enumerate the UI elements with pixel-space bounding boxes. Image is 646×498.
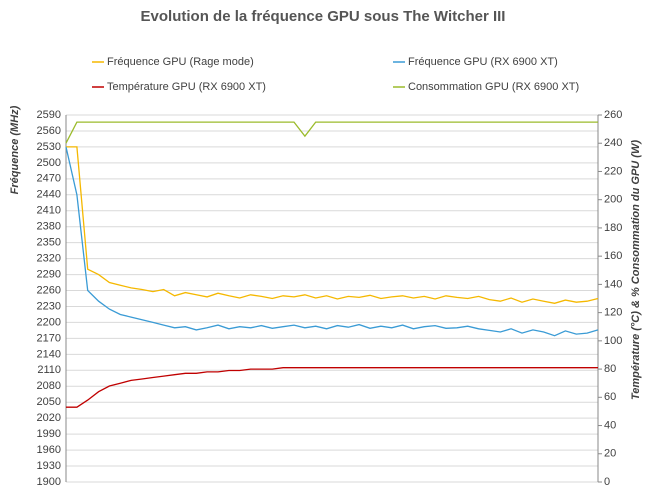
y-tick-label: 2500 xyxy=(37,157,61,169)
y2-tick-label: 120 xyxy=(604,307,622,319)
y2-tick-label: 260 xyxy=(604,109,622,121)
y-tick-label: 2530 xyxy=(37,141,61,153)
y2-tick-label: 180 xyxy=(604,222,622,234)
series-line xyxy=(65,146,599,337)
y-tick-label: 2260 xyxy=(37,284,61,296)
y2-tick-label: 40 xyxy=(604,419,616,431)
y2-tick-label: 200 xyxy=(604,194,622,206)
legend-label: Fréquence GPU (RX 6900 XT) xyxy=(408,56,558,68)
y2-tick-label: 80 xyxy=(604,363,616,375)
series-line xyxy=(66,367,598,408)
y-tick-label: 1930 xyxy=(37,460,61,472)
y-axis-title: Fréquence (MHz) xyxy=(9,105,21,194)
y-tick-label: 2200 xyxy=(37,316,61,328)
legend-label: Fréquence GPU (Rage mode) xyxy=(107,56,254,68)
chart-title: Evolution de la fréquence GPU sous The W… xyxy=(141,8,506,25)
y-tick-label: 1990 xyxy=(37,428,61,440)
legend-label: Température GPU (RX 6900 XT) xyxy=(107,81,266,93)
y2-tick-label: 140 xyxy=(604,278,622,290)
y-tick-label: 2110 xyxy=(37,364,61,376)
y-tick-label: 2320 xyxy=(37,253,61,265)
y-tick-label: 2020 xyxy=(37,412,61,424)
y-tick-label: 2560 xyxy=(37,125,61,137)
y-tick-label: 2050 xyxy=(37,396,61,408)
y-tick-label: 2290 xyxy=(37,268,61,280)
y-tick-label: 2410 xyxy=(37,205,61,217)
y-tick-label: 1960 xyxy=(37,444,61,456)
y2-axis-title: Température (°C) & % Consommation du GPU… xyxy=(630,140,642,400)
y2-tick-label: 20 xyxy=(604,448,616,460)
y-tick-label: 1900 xyxy=(37,476,61,488)
y2-tick-label: 0 xyxy=(604,476,610,488)
y2-tick-label: 160 xyxy=(604,250,622,262)
y-tick-label: 2590 xyxy=(37,109,61,121)
y-tick-label: 2380 xyxy=(37,221,61,233)
y-tick-label: 2080 xyxy=(37,380,61,392)
y-tick-label: 2350 xyxy=(37,237,61,249)
series-line xyxy=(65,121,598,144)
legend-label: Consommation GPU (RX 6900 XT) xyxy=(408,81,579,93)
y2-tick-label: 60 xyxy=(604,391,616,403)
series-line xyxy=(66,146,599,304)
y-tick-label: 2170 xyxy=(37,332,61,344)
y-tick-label: 2230 xyxy=(37,300,61,312)
y-tick-label: 2440 xyxy=(37,189,61,201)
y2-tick-label: 240 xyxy=(604,137,622,149)
y-tick-label: 2470 xyxy=(37,173,61,185)
y2-tick-label: 220 xyxy=(604,165,622,177)
y-tick-label: 2140 xyxy=(37,348,61,360)
y2-tick-label: 100 xyxy=(604,335,622,347)
